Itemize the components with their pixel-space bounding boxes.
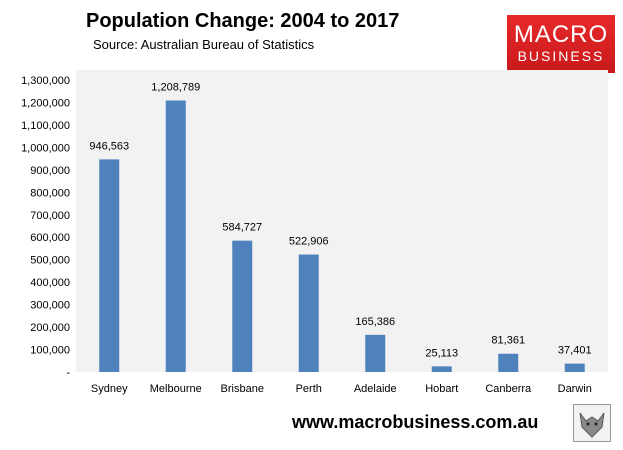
x-tick-label: Perth xyxy=(296,383,322,395)
website-url: www.macrobusiness.com.au xyxy=(292,412,539,432)
logo-line-1: MACRO xyxy=(513,21,609,48)
data-label: 25,113 xyxy=(425,347,458,359)
macrobusiness-logo: MACRO BUSINESS xyxy=(507,15,615,73)
bar-sydney xyxy=(99,159,120,372)
bar-canberra xyxy=(498,353,519,372)
x-tick-label: Hobart xyxy=(425,383,458,395)
x-tick-label: Canberra xyxy=(485,383,532,395)
y-tick-label: 200,000 xyxy=(30,322,70,334)
data-label: 37,401 xyxy=(558,345,592,357)
data-label: 81,361 xyxy=(491,335,525,347)
y-tick-label: 100,000 xyxy=(30,345,70,357)
data-label: 165,386 xyxy=(355,316,395,328)
bar-darwin xyxy=(564,363,585,372)
plot-area xyxy=(76,70,608,372)
y-tick-label: 300,000 xyxy=(30,300,70,312)
x-tick-label: Brisbane xyxy=(221,383,264,395)
y-tick-label: 600,000 xyxy=(30,232,70,244)
x-tick-label: Darwin xyxy=(558,383,592,395)
bar-perth xyxy=(298,254,319,372)
y-tick-label: - xyxy=(66,367,70,379)
y-tick-label: 900,000 xyxy=(30,165,70,177)
y-tick-label: 500,000 xyxy=(30,255,70,267)
y-tick-label: 400,000 xyxy=(30,277,70,289)
data-label: 1,208,789 xyxy=(151,81,200,93)
y-tick-label: 1,200,000 xyxy=(21,97,70,109)
data-label: 584,727 xyxy=(222,222,262,234)
y-tick-label: 1,000,000 xyxy=(21,142,70,154)
y-tick-label: 800,000 xyxy=(30,187,70,199)
x-tick-label: Adelaide xyxy=(354,383,397,395)
bar-adelaide xyxy=(365,334,386,372)
bar-hobart xyxy=(431,366,452,372)
data-label: 946,563 xyxy=(89,140,129,152)
logo-line-2: BUSINESS xyxy=(517,48,605,64)
x-tick-label: Sydney xyxy=(91,383,128,395)
x-tick-label: Melbourne xyxy=(150,383,202,395)
y-tick-label: 1,100,000 xyxy=(21,120,70,132)
bar-brisbane xyxy=(232,240,253,372)
wolf-logo-icon xyxy=(573,404,611,442)
y-tick-label: 700,000 xyxy=(30,210,70,222)
y-tick-label: 1,300,000 xyxy=(21,75,70,87)
chart-title: Population Change: 2004 to 2017 xyxy=(86,10,400,32)
chart-subtitle: Source: Australian Bureau of Statistics xyxy=(93,37,315,52)
bar-melbourne xyxy=(165,100,186,372)
data-label: 522,906 xyxy=(289,236,329,248)
